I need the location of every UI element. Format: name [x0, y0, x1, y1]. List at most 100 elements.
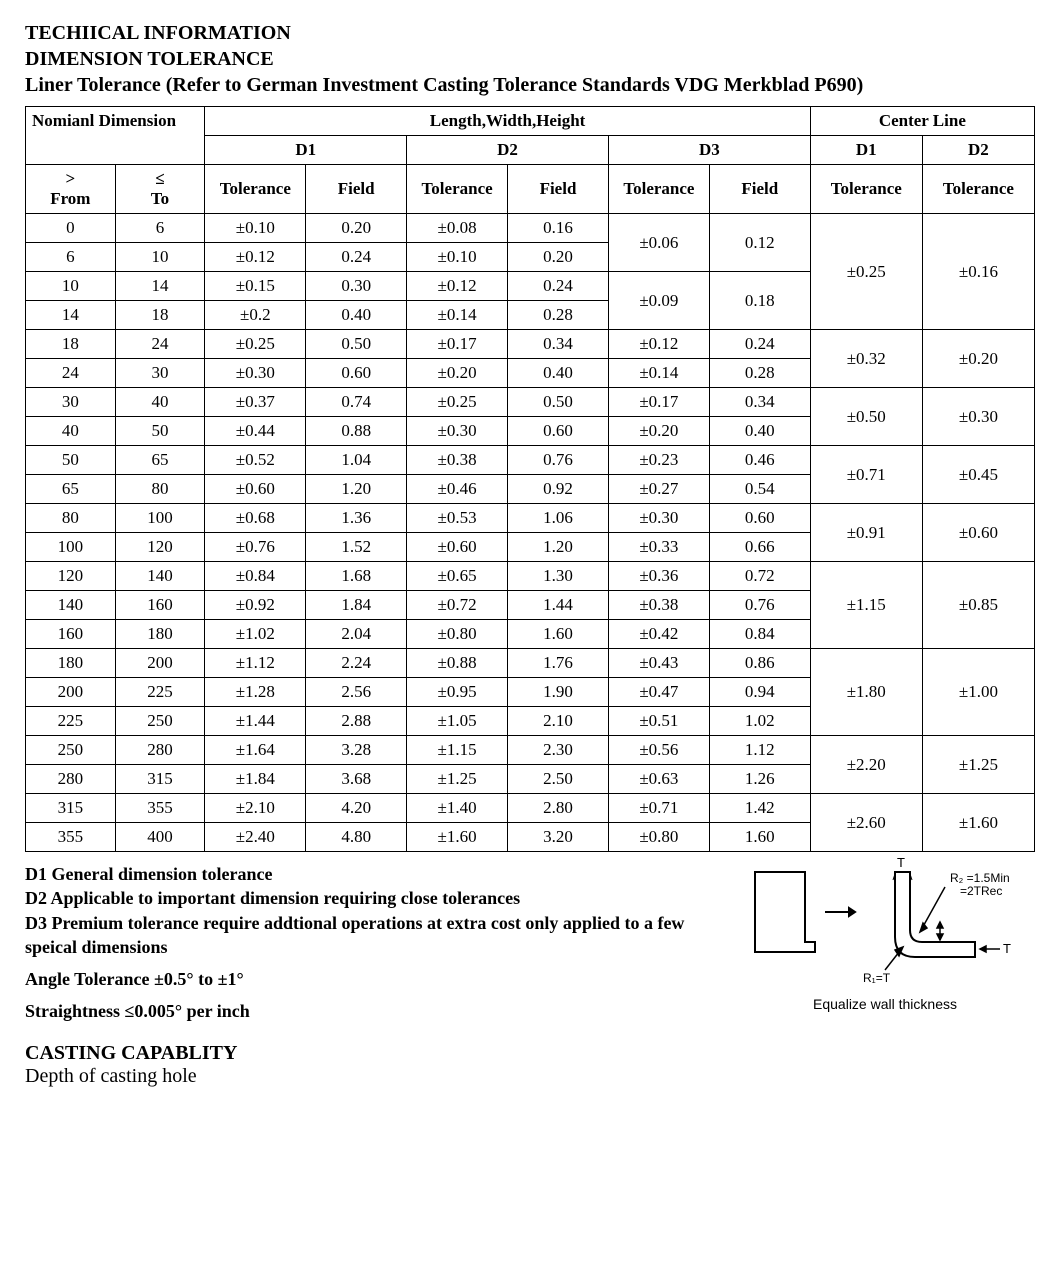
- note-d2: D2 Applicable to important dimension req…: [25, 886, 735, 910]
- table-cell: ±1.15: [407, 736, 508, 765]
- table-cell: 225: [26, 707, 116, 736]
- table-cell: 65: [26, 475, 116, 504]
- table-cell: ±0.38: [407, 446, 508, 475]
- table-cell: 0.28: [709, 359, 810, 388]
- table-cell: 0.50: [306, 330, 407, 359]
- table-cell: 250: [115, 707, 205, 736]
- table-cell: 0.34: [508, 330, 609, 359]
- table-cell: 0.24: [306, 243, 407, 272]
- table-row: 06±0.100.20±0.080.16±0.060.12±0.25±0.16: [26, 214, 1035, 243]
- table-cell: 1.44: [508, 591, 609, 620]
- table-cell: ±2.10: [205, 794, 306, 823]
- heading-3: Liner Tolerance (Refer to German Investm…: [25, 72, 1035, 98]
- table-cell: ±0.68: [205, 504, 306, 533]
- table-cell: ±0.95: [407, 678, 508, 707]
- table-cell: 2.10: [508, 707, 609, 736]
- table-cell: ±1.25: [922, 736, 1034, 794]
- table-cell: ±1.28: [205, 678, 306, 707]
- th-d2: D2: [407, 136, 609, 165]
- table-cell: ±0.38: [608, 591, 709, 620]
- th-center-d2: D2: [922, 136, 1034, 165]
- table-cell: 315: [115, 765, 205, 794]
- casting-title: CASTING CAPABLITY: [25, 1042, 735, 1065]
- table-cell: ±0.72: [407, 591, 508, 620]
- table-row: 250280±1.643.28±1.152.30±0.561.12±2.20±1…: [26, 736, 1035, 765]
- table-cell: 80: [26, 504, 116, 533]
- table-cell: 14: [26, 301, 116, 330]
- table-cell: ±1.80: [810, 649, 922, 736]
- svg-text:T: T: [1003, 941, 1011, 956]
- table-cell: 2.04: [306, 620, 407, 649]
- table-cell: ±0.63: [608, 765, 709, 794]
- note-angle: Angle Tolerance ±0.5° to ±1°: [25, 967, 735, 991]
- table-cell: ±0.80: [608, 823, 709, 852]
- table-cell: ±1.15: [810, 562, 922, 649]
- th-d2-tol: Tolerance: [407, 165, 508, 214]
- table-cell: ±0.33: [608, 533, 709, 562]
- table-cell: ±0.08: [407, 214, 508, 243]
- table-cell: 0.40: [508, 359, 609, 388]
- table-cell: 0.46: [709, 446, 810, 475]
- th-to: ≤To: [115, 165, 205, 214]
- table-cell: ±0.56: [608, 736, 709, 765]
- table-cell: 0.20: [306, 214, 407, 243]
- table-cell: 10: [115, 243, 205, 272]
- table-cell: 6: [26, 243, 116, 272]
- table-cell: 1.02: [709, 707, 810, 736]
- table-cell: ±0.10: [407, 243, 508, 272]
- table-cell: 40: [115, 388, 205, 417]
- notes-block: D1 General dimension tolerance D2 Applic…: [25, 862, 735, 1024]
- table-cell: 1.60: [709, 823, 810, 852]
- note-d3: D3 Premium tolerance require addtional o…: [25, 911, 735, 960]
- table-cell: ±0.12: [205, 243, 306, 272]
- table-cell: ±1.44: [205, 707, 306, 736]
- table-cell: 200: [26, 678, 116, 707]
- diagram-caption: Equalize wall thickness: [735, 996, 1035, 1012]
- table-cell: ±0.36: [608, 562, 709, 591]
- svg-text:R₂ =1.5Min: R₂ =1.5Min: [950, 871, 1010, 885]
- table-row: 1824±0.250.50±0.170.34±0.120.24±0.32±0.2…: [26, 330, 1035, 359]
- table-cell: 0.12: [709, 214, 810, 272]
- svg-text:=2TRec: =2TRec: [960, 884, 1002, 898]
- table-cell: ±1.60: [922, 794, 1034, 852]
- table-cell: 0.50: [508, 388, 609, 417]
- table-cell: ±0.91: [810, 504, 922, 562]
- table-cell: ±0.06: [608, 214, 709, 272]
- table-cell: 0.60: [306, 359, 407, 388]
- table-cell: 1.52: [306, 533, 407, 562]
- table-cell: 0.34: [709, 388, 810, 417]
- table-cell: ±0.46: [407, 475, 508, 504]
- table-cell: 0.40: [709, 417, 810, 446]
- table-cell: 100: [26, 533, 116, 562]
- table-cell: 1.36: [306, 504, 407, 533]
- table-cell: 1.20: [306, 475, 407, 504]
- table-cell: 2.24: [306, 649, 407, 678]
- table-cell: 4.80: [306, 823, 407, 852]
- table-cell: 1.04: [306, 446, 407, 475]
- table-cell: 3.68: [306, 765, 407, 794]
- svg-text:R₁=T: R₁=T: [863, 971, 891, 985]
- table-cell: ±0.50: [810, 388, 922, 446]
- table-cell: 30: [115, 359, 205, 388]
- table-cell: 18: [26, 330, 116, 359]
- th-c2-tol: Tolerance: [922, 165, 1034, 214]
- table-cell: ±0.53: [407, 504, 508, 533]
- table-cell: ±0.09: [608, 272, 709, 330]
- table-cell: ±0.85: [922, 562, 1034, 649]
- table-cell: 2.88: [306, 707, 407, 736]
- table-cell: 24: [115, 330, 205, 359]
- table-head: Nomianl Dimension Length,Width,Height Ce…: [26, 107, 1035, 214]
- table-cell: ±0.60: [407, 533, 508, 562]
- table-cell: 1.06: [508, 504, 609, 533]
- table-cell: 0.76: [709, 591, 810, 620]
- table-cell: 140: [26, 591, 116, 620]
- table-cell: 0.84: [709, 620, 810, 649]
- table-cell: 355: [115, 794, 205, 823]
- table-row: 5065±0.521.04±0.380.76±0.230.46±0.71±0.4…: [26, 446, 1035, 475]
- th-d3: D3: [608, 136, 810, 165]
- th-c1-tol: Tolerance: [810, 165, 922, 214]
- table-cell: 0.16: [508, 214, 609, 243]
- wall-thickness-diagram: T R₂ =1.5Min =2TRec: [735, 852, 1035, 992]
- table-cell: ±0.30: [407, 417, 508, 446]
- table-cell: ±0.12: [608, 330, 709, 359]
